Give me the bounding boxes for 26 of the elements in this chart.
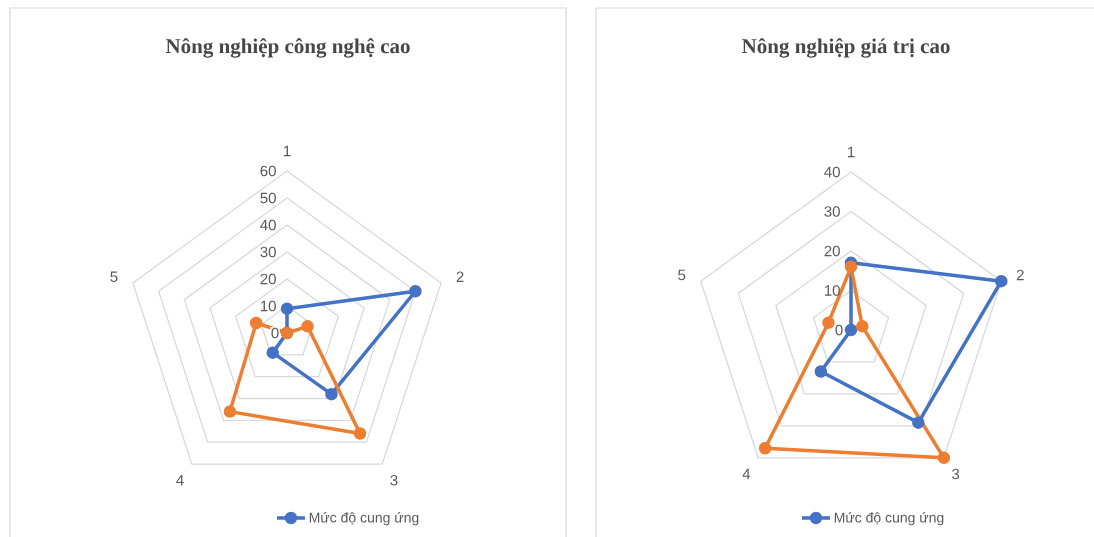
y-tick-label: 10 <box>824 285 840 296</box>
y-tick-label: 0 <box>835 324 843 336</box>
legend-label: Mức độ cung ứng <box>834 512 944 526</box>
spoke-label: 1 <box>283 145 291 157</box>
spoke-label: 1 <box>847 146 855 158</box>
y-tick-label: 20 <box>260 273 276 285</box>
y-tick-label: 40 <box>260 219 276 231</box>
y-tick-label: 0 <box>271 327 279 339</box>
y-tick-label: 30 <box>824 206 840 217</box>
spoke-label: 3 <box>952 468 960 480</box>
spoke-label: 3 <box>390 474 398 486</box>
spoke-label: 5 <box>110 271 118 282</box>
y-tick-label: 50 <box>260 192 276 204</box>
spoke-label: 4 <box>742 468 751 480</box>
spoke-label: 4 <box>176 475 184 486</box>
legend-label: Mức độ cung ứng <box>309 512 419 526</box>
spoke-label: 2 <box>456 271 464 282</box>
y-tick-label: 40 <box>824 166 840 178</box>
y-tick-label: 20 <box>824 245 840 257</box>
y-tick-label: 30 <box>260 246 276 258</box>
chart-title: Nông nghiệp giá trị cao <box>742 38 950 58</box>
spoke-label: 2 <box>1016 269 1024 281</box>
y-tick-label: 60 <box>260 165 276 177</box>
spoke-label: 5 <box>678 269 686 281</box>
chart-title: Nông nghiệp công nghệ cao <box>165 38 410 58</box>
y-tick-label: 10 <box>260 300 276 312</box>
